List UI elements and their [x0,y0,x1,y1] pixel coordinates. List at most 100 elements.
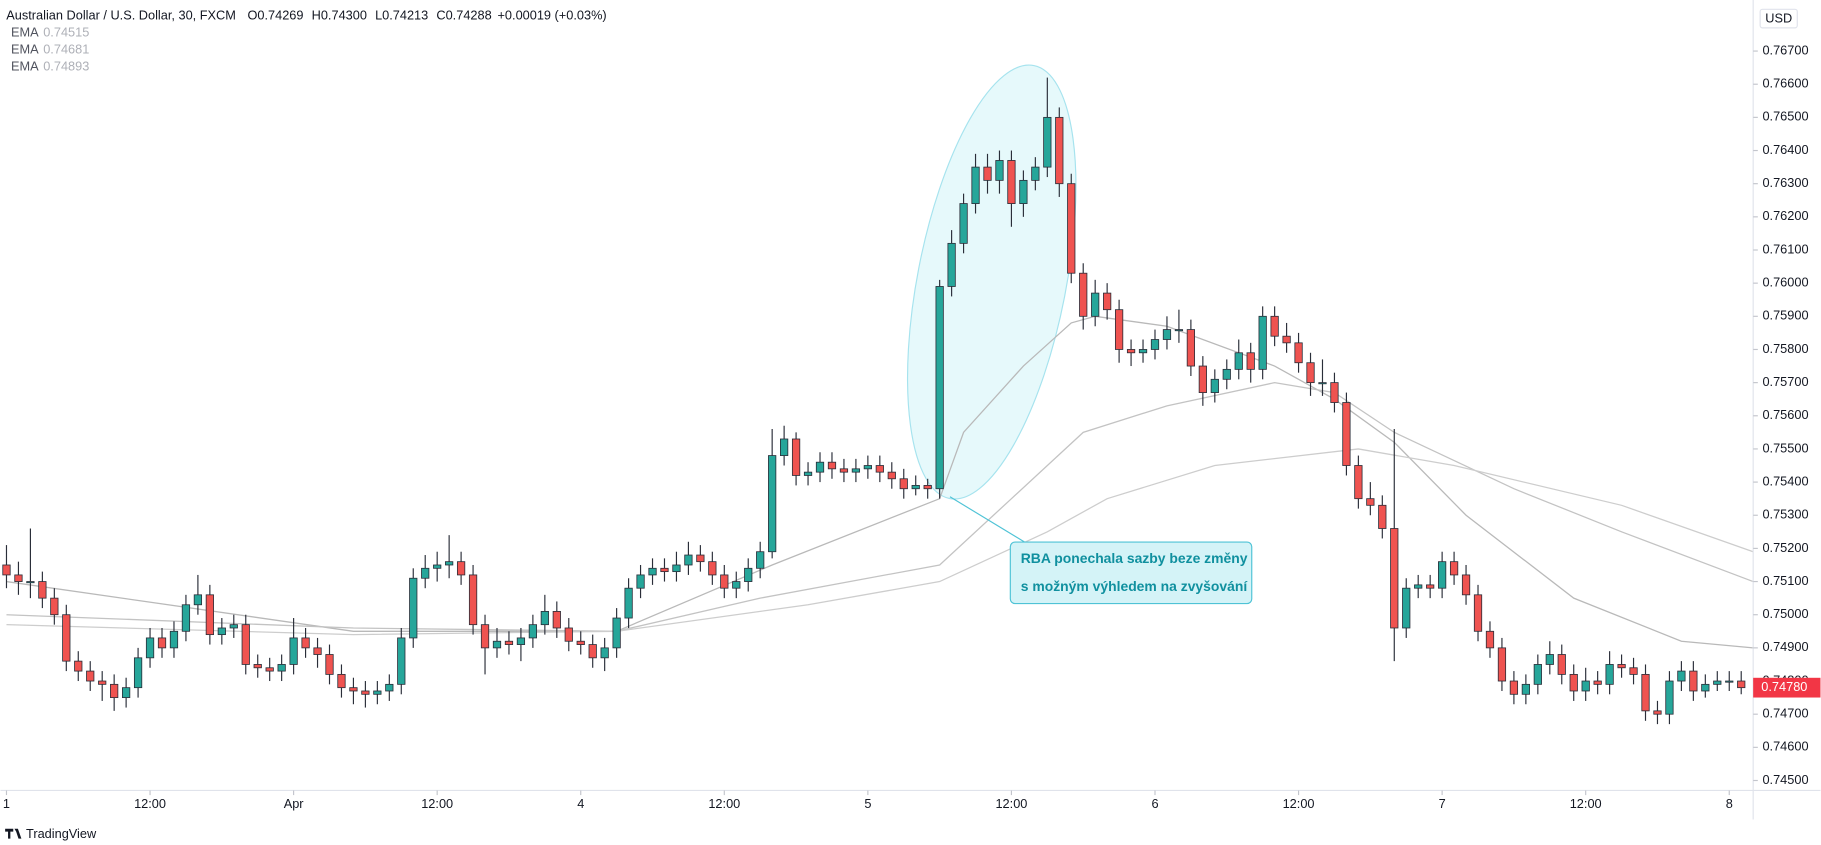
candle-body [1306,362,1315,384]
candle-body [421,567,430,579]
candle-body [504,640,514,645]
ema-legend-row: EMA 0.74893 [11,59,89,74]
candle-body [1031,166,1040,181]
candle-body [1581,680,1590,692]
x-tick-label: 12:00 [1283,796,1315,811]
candle-body [265,667,274,672]
candle-body [935,286,944,490]
candle-body [768,455,777,553]
candle-body [1713,680,1722,685]
candle-body [349,687,358,692]
x-tick-label: 12:00 [1570,796,1602,811]
callout-box [1009,541,1253,605]
candle-body [361,690,370,695]
candle-body [1210,378,1219,393]
candle-body [995,160,1004,181]
candle-body [1114,309,1124,350]
candles [2,77,1746,725]
y-tick-label: 0.76500 [1762,109,1808,124]
candle-body [241,624,250,665]
ema-legend-name: EMA [11,42,39,57]
candle-body [1689,670,1698,692]
candle-body [1258,315,1267,370]
candle-body [887,471,896,480]
current-price-box [1753,677,1821,698]
candle-body [301,637,310,649]
candle-body [1569,673,1578,692]
current-price-label: 0.74780 [1761,679,1807,694]
x-tick-label: 1 [3,796,10,811]
legend-title-line: Australian Dollar / U.S. Dollar, 30, FXC… [6,8,606,23]
candle-body [959,203,968,244]
y-tick-label: 0.75900 [1762,308,1808,323]
candle-body [1593,680,1602,685]
y-tick-label: 0.76600 [1762,76,1808,91]
candle-body [217,627,226,636]
candle-body [1055,116,1064,185]
candle-body [205,594,214,636]
x-tick-label: 6 [1151,796,1158,811]
candle-body [1461,574,1471,596]
candle-body [648,567,657,576]
candle-body [780,438,789,456]
ema-legend-value: 0.74893 [43,59,89,74]
candle-body [325,654,334,675]
currency-label[interactable]: USD [1765,11,1792,26]
callout-text: s možným výhledem na zvyšování [1021,578,1249,594]
y-tick-label: 0.75600 [1762,407,1808,422]
candle-body [1043,116,1052,168]
change-value: +0.00019 (+0.03%) [497,8,606,23]
candle-body [1007,160,1016,204]
candle-body [468,574,478,626]
brand-logo [5,828,22,839]
x-tick-label: 12:00 [421,796,453,811]
candle-body [14,574,23,582]
candle-body [1509,680,1519,695]
candle-body [660,567,669,573]
candle-body [169,630,179,649]
candle-body [875,465,884,473]
candle-body [815,461,825,473]
y-tick-label: 0.75500 [1762,440,1808,455]
candle-body [1162,329,1172,340]
candle-body [157,637,167,649]
x-tick-label: 5 [864,796,871,811]
ohlc-key: L [375,8,382,23]
candle-body [1533,664,1542,685]
x-tick-label: 12:00 [134,796,166,811]
candle-body [744,567,753,582]
ohlc-key: H [312,8,321,23]
ohlc-value: 0.74288 [446,8,492,23]
candle-body [1150,339,1160,350]
candle-body [1473,594,1483,632]
candle-body [397,637,406,685]
candle-body [1019,179,1028,204]
currency-box[interactable] [1759,8,1798,29]
candle-body [863,465,872,470]
candle-body [1414,584,1423,589]
candle-body [1234,352,1243,370]
candle-body [1174,329,1184,332]
ohlc-value: 0.74300 [321,8,367,23]
candle-body [86,670,95,682]
x-tick-label: Apr [284,796,305,811]
candle-body [1629,667,1638,675]
candle-body [624,587,633,619]
candle-body [1198,365,1207,393]
candle-body [409,577,418,639]
candle-body [1605,664,1614,685]
candle-body [923,485,932,490]
ema-legend-name: EMA [11,59,39,74]
candle-body [528,624,537,639]
candle-body [277,664,286,672]
candle-body [1079,272,1088,317]
candle-body [1497,647,1507,682]
candle-body [672,564,681,573]
candle-body [289,637,298,665]
ema-legend-name: EMA [11,25,39,40]
candle-body [803,471,813,476]
candle-body [145,637,155,659]
callout: RBA ponechala sazby beze změny s možným … [949,496,1253,605]
candle-body [1485,630,1495,649]
price-axis: 0.76700 0.76600 0.76500 0.76400 0.76300 0.762… [1753,42,1821,787]
